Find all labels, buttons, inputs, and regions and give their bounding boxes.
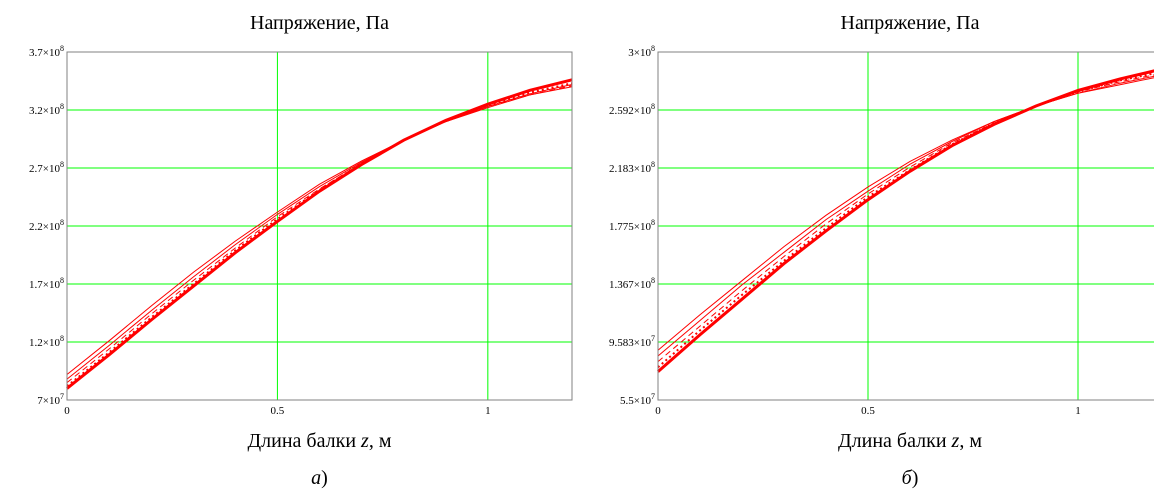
plot-frame bbox=[66, 51, 573, 401]
x-axis-label-text: Длина балки bbox=[247, 430, 362, 452]
y-tick-mantissa: 5.5×10 bbox=[620, 395, 651, 407]
y-tick-label: 3×108 bbox=[628, 44, 655, 59]
x-axis-label-variable: z bbox=[951, 430, 960, 452]
y-tick-mantissa: 1.367×10 bbox=[609, 279, 651, 291]
x-tick-label: 0 bbox=[64, 405, 70, 417]
y-tick-exponent: 8 bbox=[651, 160, 655, 169]
x-tick-label: 0.5 bbox=[861, 405, 875, 417]
series-line-4 bbox=[66, 84, 573, 380]
y-tick-exponent: 7 bbox=[651, 392, 655, 401]
x-axis-label: Длина балки z, м bbox=[67, 430, 572, 453]
x-axis-label: Длина балки z, м bbox=[658, 430, 1154, 453]
x-axis-label-variable: z bbox=[361, 430, 369, 452]
y-tick-label: 1.7×108 bbox=[29, 276, 64, 291]
x-tick-label: 0.5 bbox=[271, 405, 285, 417]
y-tick-mantissa: 2.7×10 bbox=[29, 163, 60, 175]
y-tick-exponent: 8 bbox=[60, 218, 64, 227]
series-line-5 bbox=[66, 86, 573, 375]
y-tick-label: 5.5×107 bbox=[620, 392, 655, 407]
chart-plot-b: 0 0.5 15.5×1079.583×1071.367×1081.775×1082… bbox=[609, 44, 1154, 417]
series-line-3 bbox=[657, 74, 1154, 362]
y-tick-label: 9.583×107 bbox=[609, 334, 655, 349]
plot-frame bbox=[657, 51, 1154, 401]
y-tick-label: 1.2×108 bbox=[29, 334, 64, 349]
y-tick-label: 2.592×108 bbox=[609, 102, 655, 117]
y-tick-mantissa: 3×10 bbox=[628, 47, 651, 59]
y-tick-mantissa: 2.592×10 bbox=[609, 105, 651, 117]
y-tick-mantissa: 2.183×10 bbox=[609, 163, 651, 175]
x-axis-label-unit: , м bbox=[368, 430, 392, 452]
y-tick-label: 3.2×108 bbox=[29, 102, 64, 117]
y-tick-exponent: 8 bbox=[651, 218, 655, 227]
y-tick-mantissa: 3.7×10 bbox=[29, 47, 60, 59]
y-tick-exponent: 8 bbox=[60, 334, 64, 343]
y-tick-exponent: 8 bbox=[651, 102, 655, 111]
chart-panel-b: Напряжение, Па 0 0.5 1 5.5×107 9.583×107 1.36… bbox=[577, 0, 1154, 495]
panel-caption-letter: а bbox=[311, 467, 322, 489]
y-tick-mantissa: 2.2×10 bbox=[29, 221, 60, 233]
x-axis-label-unit: , м bbox=[959, 430, 982, 452]
panel-caption-paren: ) bbox=[911, 467, 919, 489]
x-tick-label: 1 bbox=[1075, 405, 1081, 417]
y-tick-label: 2.2×108 bbox=[29, 218, 64, 233]
panel-caption: а) bbox=[67, 467, 572, 490]
y-tick-mantissa: 1.2×10 bbox=[29, 337, 60, 349]
y-tick-mantissa: 9.583×10 bbox=[609, 337, 651, 349]
chart-title: Напряжение, Па bbox=[840, 12, 980, 34]
y-tick-exponent: 8 bbox=[651, 276, 655, 285]
y-tick-exponent: 7 bbox=[60, 392, 64, 401]
y-tick-exponent: 8 bbox=[60, 276, 64, 285]
panel-caption-paren: ) bbox=[321, 467, 328, 489]
y-tick-exponent: 8 bbox=[60, 102, 64, 111]
y-tick-mantissa: 1.7×10 bbox=[29, 279, 60, 291]
y-tick-label: 7×107 bbox=[37, 392, 64, 407]
panel-caption-letter: б bbox=[901, 467, 912, 489]
series-line-1 bbox=[657, 69, 1154, 373]
y-tick-label: 1.367×108 bbox=[609, 276, 655, 291]
chart-panel-a: Напряжение, Па 0 0.5 1 7×107 1.2×108 1.7×108 2… bbox=[29, 12, 573, 490]
y-tick-label: 3.7×108 bbox=[29, 44, 64, 59]
y-tick-exponent: 8 bbox=[60, 44, 64, 53]
y-tick-mantissa: 7×10 bbox=[37, 395, 60, 407]
panel-caption: б) bbox=[658, 467, 1154, 490]
y-tick-mantissa: 3.2×10 bbox=[29, 105, 60, 117]
y-tick-label: 1.775×108 bbox=[609, 218, 655, 233]
y-tick-exponent: 8 bbox=[60, 160, 64, 169]
y-tick-label: 2.7×108 bbox=[29, 160, 64, 175]
y-tick-exponent: 7 bbox=[651, 334, 655, 343]
chart-plot-a: 0 0.5 17×1071.2×1081.7×1082.2×1082.7×1083.… bbox=[29, 44, 573, 417]
x-tick-label: 0 bbox=[655, 405, 661, 417]
x-tick-label: 1 bbox=[485, 405, 491, 417]
x-axis-label-text: Длина балки bbox=[838, 430, 952, 452]
y-tick-exponent: 8 bbox=[651, 44, 655, 53]
series-line-1 bbox=[66, 78, 573, 390]
y-tick-mantissa: 1.775×10 bbox=[609, 221, 651, 233]
chart-title: Напряжение, Па bbox=[250, 12, 389, 34]
series-line-5 bbox=[657, 77, 1154, 351]
y-tick-label: 2.183×108 bbox=[609, 160, 655, 175]
